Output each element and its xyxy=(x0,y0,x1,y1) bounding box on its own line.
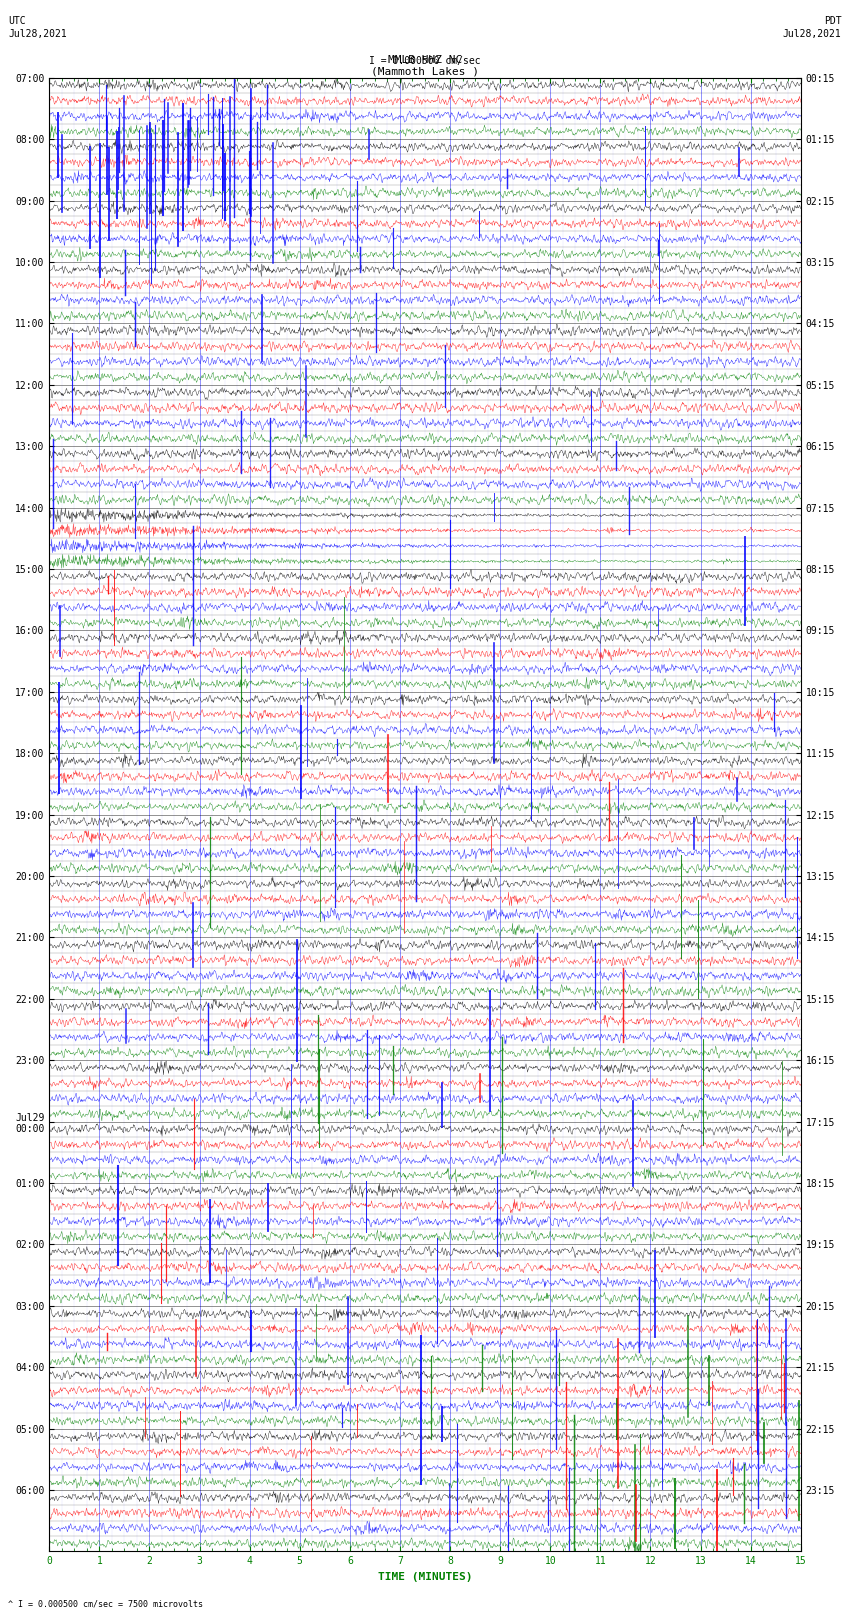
Text: PDT: PDT xyxy=(824,16,842,26)
X-axis label: TIME (MINUTES): TIME (MINUTES) xyxy=(377,1573,473,1582)
Text: I = 0.000500 cm/sec: I = 0.000500 cm/sec xyxy=(369,56,481,66)
Text: Jul28,2021: Jul28,2021 xyxy=(783,29,842,39)
Text: ^ I = 0.000500 cm/sec = 7500 microvolts: ^ I = 0.000500 cm/sec = 7500 microvolts xyxy=(8,1598,203,1608)
Text: Jul28,2021: Jul28,2021 xyxy=(8,29,67,39)
Text: UTC: UTC xyxy=(8,16,26,26)
Title: MMLB HHZ NC
(Mammoth Lakes ): MMLB HHZ NC (Mammoth Lakes ) xyxy=(371,55,479,77)
